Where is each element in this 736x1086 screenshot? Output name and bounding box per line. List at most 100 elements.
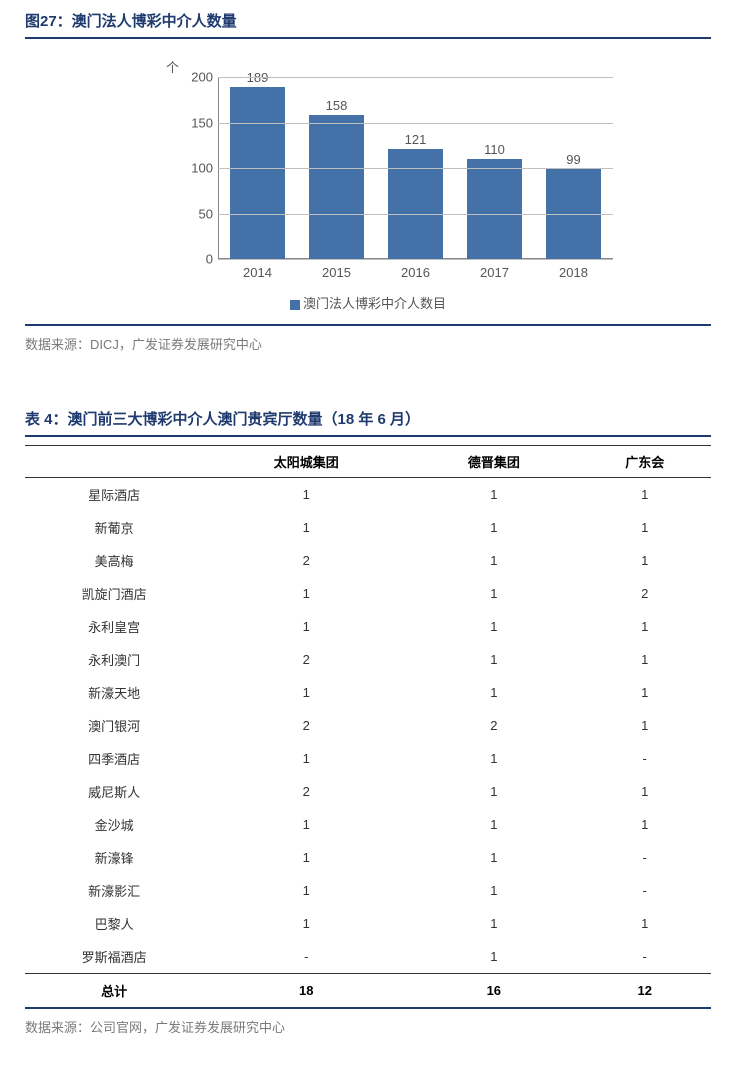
table-cell: 永利皇宫 bbox=[25, 610, 203, 643]
table-cell: 2 bbox=[578, 577, 711, 610]
table-title: 表 4：澳门前三大博彩中介人澳门贵宾厅数量（18 年 6 月） bbox=[25, 408, 711, 437]
table-cell: 1 bbox=[203, 577, 409, 610]
table-cell: 美高梅 bbox=[25, 544, 203, 577]
table-cell: 星际酒店 bbox=[25, 478, 203, 512]
table-cell: 罗斯福酒店 bbox=[25, 940, 203, 974]
table-cell: 新濠天地 bbox=[25, 676, 203, 709]
table-cell: 1 bbox=[409, 676, 578, 709]
y-tick-label: 100 bbox=[178, 161, 213, 176]
gridline bbox=[218, 214, 613, 215]
table-cell: - bbox=[578, 742, 711, 775]
gridline bbox=[218, 259, 613, 260]
table-cell: 永利澳门 bbox=[25, 643, 203, 676]
table-cell: 1 bbox=[409, 643, 578, 676]
table-cell: 1 bbox=[409, 907, 578, 940]
table-cell: 1 bbox=[578, 775, 711, 808]
table-row: 四季酒店11- bbox=[25, 742, 711, 775]
gridline bbox=[218, 123, 613, 124]
table-cell: 1 bbox=[409, 742, 578, 775]
table-cell: 1 bbox=[203, 511, 409, 544]
table-cell: 巴黎人 bbox=[25, 907, 203, 940]
bar-chart: 个 18915812111099 20142015201620172018 05… bbox=[118, 59, 618, 312]
table-cell: 1 bbox=[203, 874, 409, 907]
table-cell: 1 bbox=[409, 577, 578, 610]
table-cell: 1 bbox=[203, 742, 409, 775]
table-row: 罗斯福酒店-1- bbox=[25, 940, 711, 974]
table-cell: 1 bbox=[578, 709, 711, 742]
table-cell: 1 bbox=[578, 478, 711, 512]
table-cell: 1 bbox=[203, 676, 409, 709]
chart-legend: 澳门法人博彩中介人数目 bbox=[118, 293, 618, 312]
table-row: 金沙城111 bbox=[25, 808, 711, 841]
table-cell: 1 bbox=[409, 775, 578, 808]
table-cell: - bbox=[203, 940, 409, 974]
table-cell: 1 bbox=[578, 808, 711, 841]
vip-room-table: 太阳城集团德晋集团广东会 星际酒店111新葡京111美高梅211凯旋门酒店112… bbox=[25, 445, 711, 1009]
bar bbox=[467, 159, 522, 259]
table-cell: 1 bbox=[409, 841, 578, 874]
table-cell: 1 bbox=[409, 544, 578, 577]
column-header: 太阳城集团 bbox=[203, 446, 409, 478]
footer-cell: 18 bbox=[203, 974, 409, 1009]
footer-cell: 12 bbox=[578, 974, 711, 1009]
figure-source: 数据来源：DICJ，广发证券发展研究中心 bbox=[25, 334, 711, 353]
table-cell: 1 bbox=[203, 610, 409, 643]
table-cell: - bbox=[578, 841, 711, 874]
table-cell: 1 bbox=[578, 610, 711, 643]
table-row: 永利澳门211 bbox=[25, 643, 711, 676]
table-cell: 澳门银河 bbox=[25, 709, 203, 742]
y-tick-label: 200 bbox=[178, 70, 213, 85]
y-tick-label: 150 bbox=[178, 115, 213, 130]
x-tick-label: 2016 bbox=[376, 265, 455, 280]
table-cell: 1 bbox=[409, 478, 578, 512]
table-row: 星际酒店111 bbox=[25, 478, 711, 512]
gridline bbox=[218, 168, 613, 169]
x-tick-label: 2017 bbox=[455, 265, 534, 280]
table-row: 永利皇宫111 bbox=[25, 610, 711, 643]
column-header bbox=[25, 446, 203, 478]
table-cell: 新濠锋 bbox=[25, 841, 203, 874]
bar bbox=[388, 149, 443, 259]
table-cell: 2 bbox=[409, 709, 578, 742]
table-cell: 新濠影汇 bbox=[25, 874, 203, 907]
table-row: 美高梅211 bbox=[25, 544, 711, 577]
legend-swatch bbox=[290, 300, 300, 310]
figure-title: 图27：澳门法人博彩中介人数量 bbox=[25, 10, 711, 39]
table-row: 新濠影汇11- bbox=[25, 874, 711, 907]
table-cell: 1 bbox=[578, 907, 711, 940]
table-cell: 1 bbox=[578, 544, 711, 577]
table-cell: 2 bbox=[203, 775, 409, 808]
table-cell: 金沙城 bbox=[25, 808, 203, 841]
table-cell: 威尼斯人 bbox=[25, 775, 203, 808]
bar bbox=[230, 87, 285, 259]
y-tick-label: 0 bbox=[178, 252, 213, 267]
table-cell: 四季酒店 bbox=[25, 742, 203, 775]
table-cell: - bbox=[578, 940, 711, 974]
y-tick-label: 50 bbox=[178, 206, 213, 221]
table-cell: 1 bbox=[409, 511, 578, 544]
column-header: 广东会 bbox=[578, 446, 711, 478]
table-row: 新濠锋11- bbox=[25, 841, 711, 874]
bar bbox=[309, 115, 364, 259]
table-cell: 1 bbox=[409, 808, 578, 841]
table-row: 巴黎人111 bbox=[25, 907, 711, 940]
x-tick-label: 2018 bbox=[534, 265, 613, 280]
table-row: 新濠天地111 bbox=[25, 676, 711, 709]
table-row: 澳门银河221 bbox=[25, 709, 711, 742]
table-cell: 2 bbox=[203, 709, 409, 742]
table-cell: - bbox=[578, 874, 711, 907]
gridline bbox=[218, 77, 613, 78]
footer-cell: 16 bbox=[409, 974, 578, 1009]
table-cell: 1 bbox=[578, 676, 711, 709]
table-cell: 1 bbox=[578, 643, 711, 676]
table-row: 新葡京111 bbox=[25, 511, 711, 544]
figure-bottom-rule bbox=[25, 324, 711, 326]
table-cell: 1 bbox=[203, 808, 409, 841]
bar-value-label: 110 bbox=[484, 142, 505, 157]
table-cell: 1 bbox=[203, 478, 409, 512]
x-tick-label: 2015 bbox=[297, 265, 376, 280]
legend-label: 澳门法人博彩中介人数目 bbox=[303, 296, 446, 311]
table-cell: 1 bbox=[409, 940, 578, 974]
bar-value-label: 121 bbox=[405, 132, 427, 147]
table-cell: 2 bbox=[203, 544, 409, 577]
